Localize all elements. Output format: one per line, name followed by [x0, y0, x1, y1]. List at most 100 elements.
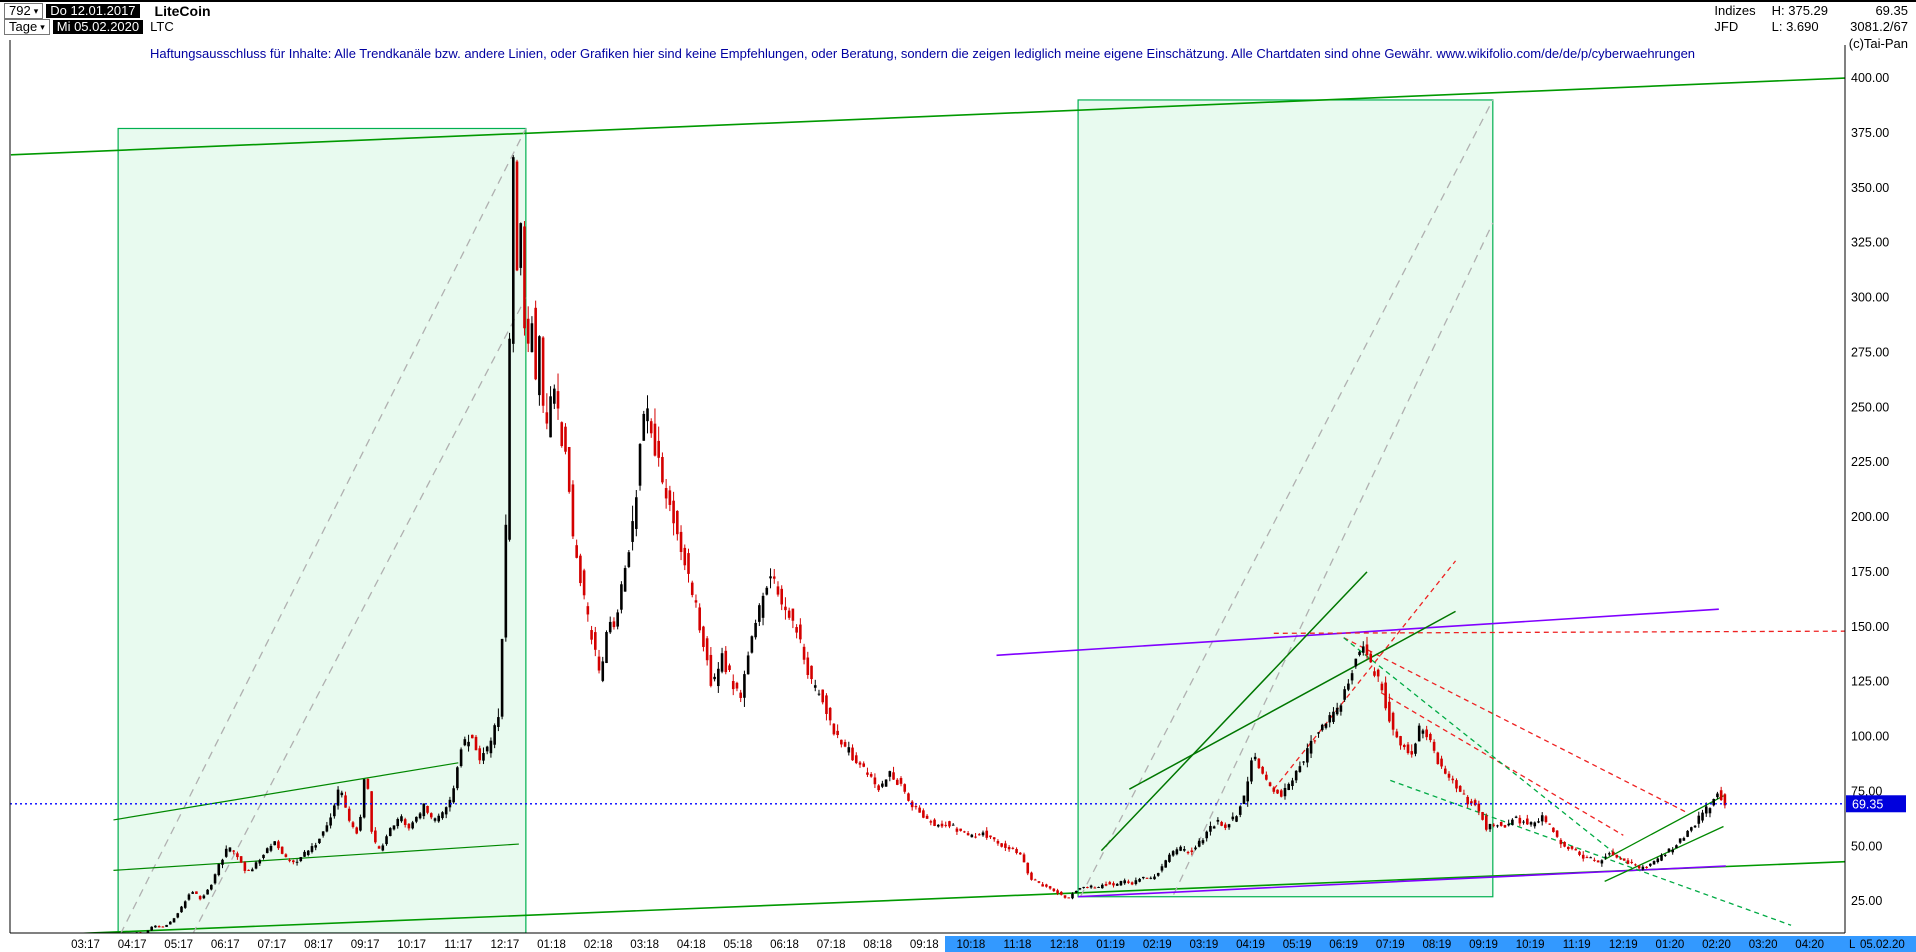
plot-area	[10, 77, 1845, 933]
low-label: L: 3.690	[1771, 19, 1819, 34]
svg-text:10:18: 10:18	[957, 939, 986, 951]
date-to-field[interactable]: Mi 05.02.2020	[52, 20, 144, 34]
upper-channel-line	[10, 77, 1845, 156]
broker-label: JFD	[1714, 19, 1739, 34]
timeframe-value: Tage	[9, 19, 38, 34]
red-falling-dashed-1	[1343, 637, 1689, 814]
svg-text:03:20: 03:20	[1749, 939, 1778, 951]
svg-text:06:18: 06:18	[770, 939, 799, 951]
extra-quote-label: 3081.2/67	[1850, 19, 1908, 34]
x-axis-selection-band[interactable]	[945, 936, 1916, 952]
chart-header-left: 792 ▾ Do 12.01.2017 LiteCoin Tage ▾ Mi 0…	[4, 3, 211, 35]
red-rising-dashed	[1273, 560, 1457, 790]
svg-text:02:18: 02:18	[584, 939, 613, 951]
svg-text:03:18: 03:18	[630, 939, 659, 951]
red-horizontal-dashed	[1273, 630, 1845, 634]
trend-boxes	[117, 99, 1494, 933]
svg-text:02:20: 02:20	[1702, 939, 1731, 951]
svg-text:275.00: 275.00	[1851, 345, 1889, 359]
svg-text:12:19: 12:19	[1609, 939, 1638, 951]
svg-text:400.00: 400.00	[1851, 71, 1889, 85]
svg-text:10:19: 10:19	[1516, 939, 1545, 951]
svg-text:10:17: 10:17	[397, 939, 426, 951]
trend-box-2017	[117, 127, 527, 933]
chart-header-right: Indizes H: 375.29 69.35 JFD L: 3.690 308…	[1714, 3, 1908, 34]
green-falling-dashed	[1343, 637, 1629, 865]
caret-down-icon: ▾	[40, 22, 45, 32]
svg-text:125.00: 125.00	[1851, 675, 1889, 689]
svg-text:03:19: 03:19	[1190, 939, 1219, 951]
svg-text:11:18: 11:18	[1004, 939, 1032, 951]
svg-text:05:18: 05:18	[724, 939, 753, 951]
x-axis-labels: 03:17 04:17 05:17 06:17 07:17 08:17 09:17 10:17…	[71, 939, 1824, 951]
svg-text:04:17: 04:17	[118, 939, 147, 951]
mini-channel-upper-2017	[113, 762, 459, 821]
svg-text:06:17: 06:17	[211, 939, 240, 951]
green-2020-channel-lower	[1604, 825, 1724, 882]
svg-text:375.00: 375.00	[1851, 126, 1889, 140]
bars-count-value: 792	[9, 3, 31, 18]
svg-text:175.00: 175.00	[1851, 565, 1889, 579]
svg-text:02:19: 02:19	[1143, 939, 1172, 951]
svg-text:01:18: 01:18	[537, 939, 566, 951]
svg-text:04:18: 04:18	[677, 939, 706, 951]
bars-count-dropdown[interactable]: 792 ▾	[4, 3, 44, 19]
svg-text:08:18: 08:18	[863, 939, 892, 951]
svg-text:05:19: 05:19	[1283, 939, 1312, 951]
green-2020-channel-upper	[1604, 795, 1724, 860]
y-axis-labels: 400.00 375.00 350.00 325.00 300.00 275.00 250.…	[1851, 71, 1889, 908]
candlestick-series	[132, 155, 1727, 933]
box1-diagonal-2	[192, 297, 527, 933]
svg-text:150.00: 150.00	[1851, 620, 1889, 634]
svg-text:225.00: 225.00	[1851, 455, 1889, 469]
svg-text:12:17: 12:17	[491, 939, 520, 951]
svg-text:350.00: 350.00	[1851, 181, 1889, 195]
svg-text:75.00: 75.00	[1851, 784, 1882, 798]
date-from-field[interactable]: Do 12.01.2017	[46, 4, 140, 18]
svg-text:04:20: 04:20	[1795, 939, 1824, 951]
svg-text:09:19: 09:19	[1469, 939, 1498, 951]
copyright-label: (c)Tai-Pan	[1848, 36, 1908, 51]
svg-text:50.00: 50.00	[1851, 839, 1882, 853]
svg-text:03:17: 03:17	[71, 939, 100, 951]
svg-text:09:18: 09:18	[910, 939, 939, 951]
timeframe-dropdown[interactable]: Tage ▾	[4, 19, 50, 35]
high-label: H: 375.29	[1771, 3, 1828, 18]
svg-text:69.35: 69.35	[1852, 797, 1883, 811]
window-top-border	[0, 0, 1916, 2]
caret-down-icon: ▾	[33, 6, 39, 16]
instrument-name: LiteCoin	[154, 3, 211, 19]
purple-resistance-line	[996, 608, 1719, 657]
svg-text:04:19: 04:19	[1236, 939, 1265, 951]
svg-text:11:19: 11:19	[1563, 939, 1591, 951]
disclaimer-text: Haftungsausschluss für Inhalte: Alle Tre…	[149, 46, 1696, 61]
x-axis-end-label: L 05.02.20	[1849, 939, 1905, 951]
svg-text:06:19: 06:19	[1329, 939, 1358, 951]
box2-diagonal-2	[1173, 222, 1494, 895]
svg-text:25.00: 25.00	[1851, 894, 1882, 908]
svg-text:08:17: 08:17	[304, 939, 333, 951]
svg-text:325.00: 325.00	[1851, 236, 1889, 250]
svg-text:07:18: 07:18	[817, 939, 846, 951]
purple-support-line	[1078, 865, 1726, 898]
svg-text:09:17: 09:17	[351, 939, 380, 951]
header-row-1: 792 ▾ Do 12.01.2017 LiteCoin	[4, 3, 211, 19]
svg-text:100.00: 100.00	[1851, 730, 1889, 744]
svg-text:200.00: 200.00	[1851, 510, 1889, 524]
svg-text:01:20: 01:20	[1656, 939, 1685, 951]
trend-lines	[10, 77, 1845, 933]
svg-text:11:17: 11:17	[444, 939, 472, 951]
svg-text:250.00: 250.00	[1851, 400, 1889, 414]
last-price-label: 69.35	[1875, 3, 1908, 18]
svg-text:07:19: 07:19	[1376, 939, 1405, 951]
svg-text:300.00: 300.00	[1851, 291, 1889, 305]
svg-text:08:19: 08:19	[1423, 939, 1452, 951]
svg-text:01:19: 01:19	[1096, 939, 1125, 951]
last-price-tag: 69.35	[1846, 795, 1906, 813]
symbol-label: LTC	[150, 19, 174, 34]
green-falling-dashed-long	[1390, 779, 1792, 926]
mini-channel-lower-2017	[113, 843, 519, 871]
svg-text:12:18: 12:18	[1050, 939, 1079, 951]
box2-diagonal-1	[1079, 99, 1494, 898]
